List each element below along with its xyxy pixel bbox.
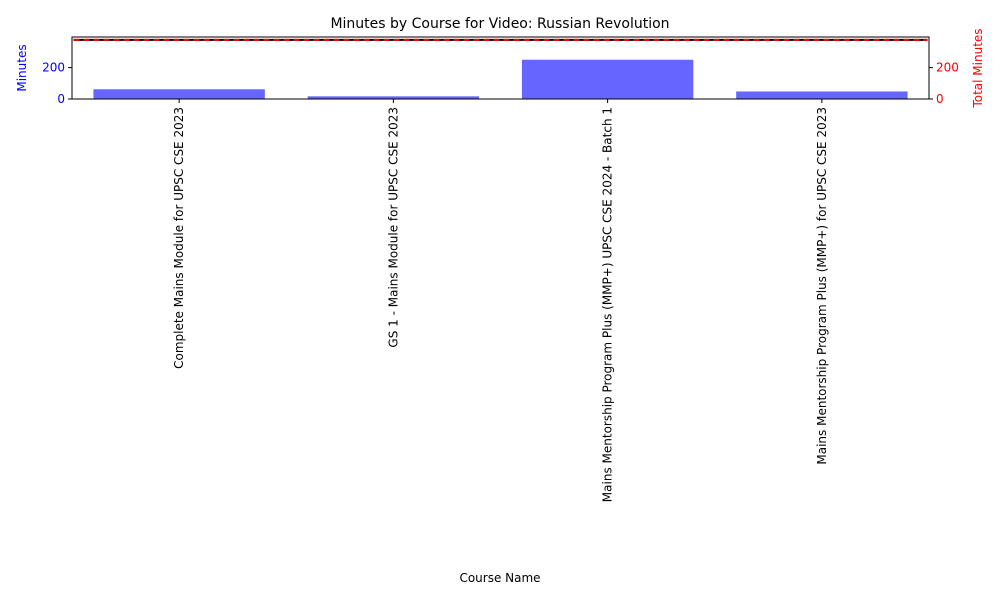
- bar: [307, 96, 480, 99]
- x-tick-label: Complete Mains Module for UPSC CSE 2023: [172, 107, 186, 369]
- y-axis-label: Minutes: [15, 44, 29, 91]
- x-axis: Complete Mains Module for UPSC CSE 2023 G…: [172, 99, 829, 502]
- y-tick-label-right: 0: [936, 92, 944, 106]
- bar: [736, 91, 908, 99]
- right-axis: 0 200: [929, 61, 959, 106]
- x-tick-label: GS 1 - Mains Module for UPSC CSE 2023: [386, 107, 400, 348]
- x-tick-label: Mains Mentorship Program Plus (MMP+) UPS…: [601, 107, 615, 502]
- y-tick-label: 0: [57, 92, 65, 106]
- x-tick-label: Mains Mentorship Program Plus (MMP+) for…: [815, 107, 829, 465]
- y-tick-label: 200: [42, 61, 65, 75]
- chart-title: Minutes by Course for Video: Russian Rev…: [330, 16, 669, 32]
- x-axis-label: Course Name: [459, 571, 540, 585]
- bars-layer: [93, 59, 908, 99]
- left-axis: 0 200: [42, 61, 72, 106]
- bar: [93, 89, 265, 99]
- y-tick-label-right: 200: [936, 61, 959, 75]
- bar: [521, 59, 694, 99]
- y-axis-label-right: Total Minutes: [971, 28, 985, 108]
